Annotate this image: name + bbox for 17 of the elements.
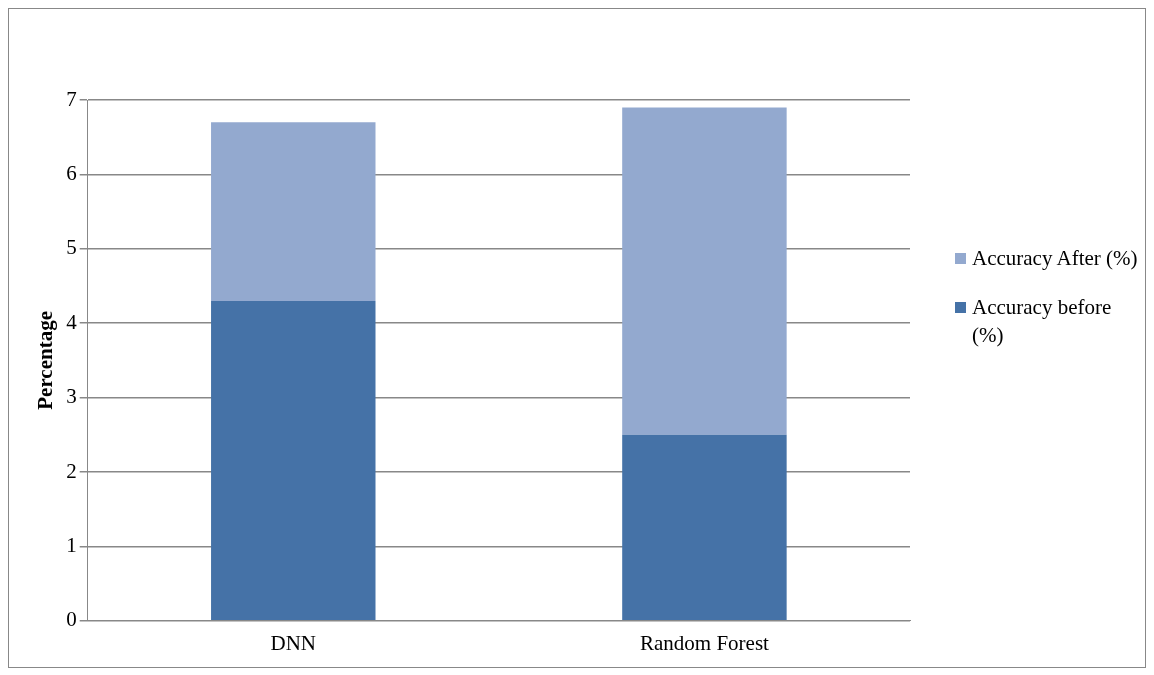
y-tick-label: 4	[66, 309, 78, 334]
bar	[622, 107, 787, 435]
y-tick-label: 5	[66, 235, 77, 260]
legend-label: Accuracy before (%)	[972, 294, 1113, 349]
y-tick-label: 2	[66, 458, 77, 483]
legend-label: Accuracy After (%)	[972, 245, 1138, 272]
y-axis-title: Percentage	[33, 311, 58, 410]
y-tick-label: 0	[66, 607, 77, 632]
x-tick-label: Random Forest	[639, 630, 770, 655]
bar	[622, 434, 787, 621]
y-tick-label: 6	[66, 160, 77, 185]
bar	[211, 122, 376, 301]
bar	[211, 300, 376, 621]
y-tick-label: 7	[66, 86, 77, 111]
y-tick-label: 3	[66, 384, 77, 409]
x-tick-label: DNN	[270, 630, 317, 655]
y-tick-label: 1	[66, 532, 77, 557]
